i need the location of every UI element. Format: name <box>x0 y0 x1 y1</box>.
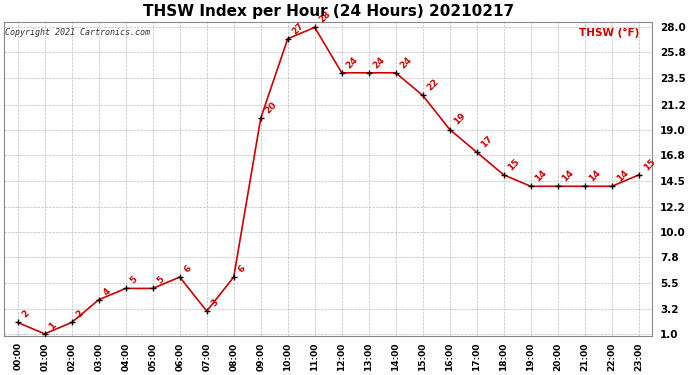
Text: 5: 5 <box>128 275 139 286</box>
Text: 6: 6 <box>182 264 193 274</box>
Text: 19: 19 <box>453 111 468 127</box>
Text: 17: 17 <box>480 134 495 150</box>
Text: 14: 14 <box>588 168 603 183</box>
Text: 2: 2 <box>21 309 31 320</box>
Text: 24: 24 <box>344 55 359 70</box>
Text: 28: 28 <box>317 9 333 25</box>
Text: Copyright 2021 Cartronics.com: Copyright 2021 Cartronics.com <box>6 28 150 37</box>
Text: 2: 2 <box>75 309 86 320</box>
Text: 20: 20 <box>264 100 279 116</box>
Text: 14: 14 <box>560 168 576 183</box>
Title: THSW Index per Hour (24 Hours) 20210217: THSW Index per Hour (24 Hours) 20210217 <box>143 4 514 19</box>
Text: 1: 1 <box>48 320 58 331</box>
Text: 22: 22 <box>426 78 441 93</box>
Text: 3: 3 <box>210 297 220 308</box>
Text: 5: 5 <box>155 275 166 286</box>
Text: THSW (°F): THSW (°F) <box>579 28 640 38</box>
Text: 15: 15 <box>506 157 522 172</box>
Text: 15: 15 <box>642 157 657 172</box>
Text: 24: 24 <box>371 55 387 70</box>
Text: 24: 24 <box>399 55 414 70</box>
Text: 27: 27 <box>290 21 306 36</box>
Text: 14: 14 <box>533 168 549 183</box>
Text: 14: 14 <box>615 168 630 183</box>
Text: 6: 6 <box>237 264 247 274</box>
Text: 4: 4 <box>101 286 112 297</box>
